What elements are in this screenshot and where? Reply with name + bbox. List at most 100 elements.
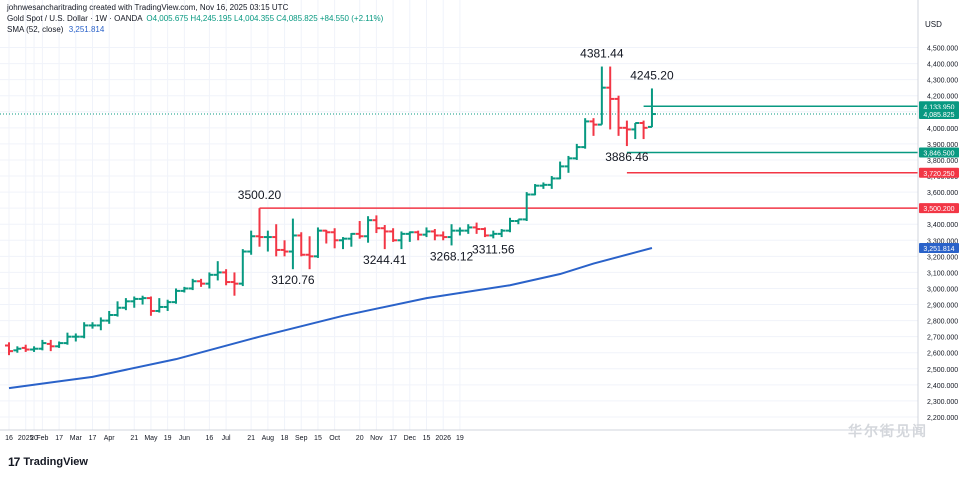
sma-value: 3,251.814: [68, 25, 105, 34]
ohlc-bar: [581, 118, 590, 149]
ohlc-bar: [238, 249, 247, 287]
level-price-tag-bg: [919, 147, 959, 158]
x-tick-label: Feb: [36, 435, 48, 442]
price-tag-bg: [919, 243, 959, 254]
ohlc-bar: [622, 120, 631, 147]
ohlc-bar: [455, 227, 464, 236]
ohlc-bar: [639, 120, 648, 140]
ohlc-bar: [589, 118, 598, 136]
x-tick-label: 17: [89, 435, 97, 442]
x-tick-label: May: [144, 435, 158, 442]
ohlc-bar: [113, 301, 122, 317]
ohlc-bar: [305, 236, 314, 270]
level-price-tag: 4,133.950: [923, 104, 954, 111]
y-tick-label: 2,500.000: [927, 367, 958, 374]
ohlc-bar: [213, 261, 222, 281]
tradingview-logo-icon: 17: [8, 455, 20, 469]
y-tick-label: 3,800.000: [927, 158, 958, 165]
x-tick-label: Aug: [262, 435, 275, 442]
price-axis: 2,200.000 2,300.000 2,400.000 2,500.000 2,60…: [917, 0, 959, 430]
ohlc-bar: [631, 122, 640, 140]
y-tick-label: 2,200.000: [927, 415, 958, 422]
ohlc-bar: [71, 333, 80, 342]
price-tag-bg: [919, 109, 959, 120]
price-annotation: 3500.20: [238, 188, 282, 202]
x-tick-label: 18: [281, 435, 289, 442]
ohlc-bar: [255, 208, 264, 247]
tradingview-brand[interactable]: 17 TradingView: [8, 455, 88, 469]
ohlc-bar: [447, 224, 456, 246]
price-annotation: 4381.44: [580, 47, 624, 61]
x-tick-label: 20: [356, 435, 364, 442]
ohlc-bar: [21, 344, 30, 352]
price-annotation: 3886.46: [605, 150, 649, 164]
ohlc-bar: [539, 182, 548, 189]
indicator-legend[interactable]: SMA (52, close) 3,251.814: [7, 25, 104, 34]
price-annotation: 4245.20: [630, 68, 674, 82]
ohlc-bar: [614, 95, 623, 136]
x-tick-label: 17: [389, 435, 397, 442]
ohlc-bar: [247, 230, 256, 255]
ohlc-bar: [414, 230, 423, 241]
ohlc-bar: [606, 66, 615, 130]
level-price-tag: 3,500.200: [923, 206, 954, 213]
y-tick-label: 3,000.000: [927, 286, 958, 293]
ohlc-bar: [347, 232, 356, 247]
x-tick-label: 2025: [18, 435, 34, 442]
ohlc-bar: [138, 295, 147, 305]
ohlc-bar: [556, 161, 565, 180]
ohlc-bar: [272, 224, 281, 257]
level-price-tag: 3,720.250: [923, 171, 954, 178]
x-tick-label: 15: [423, 435, 431, 442]
ohlc-bar: [121, 298, 130, 311]
ohlc-bar: [489, 230, 498, 239]
ohlc-bar: [38, 339, 47, 351]
symbol-title: Gold Spot / U.S. Dollar · 1W · OANDA: [7, 14, 143, 23]
brand-name: TradingView: [23, 456, 88, 468]
ohlc-bar: [330, 228, 339, 249]
ohlc-bar: [572, 143, 581, 160]
ohlc-bar: [188, 278, 197, 291]
ohlc-bar: [230, 272, 239, 296]
y-tick-label: 2,700.000: [927, 335, 958, 342]
ohlc-bar: [480, 227, 489, 238]
sma-layer: [8, 247, 653, 390]
chart-grid: [0, 0, 918, 430]
y-tick-label: 2,800.000: [927, 319, 958, 326]
ohlc-bar: [522, 192, 531, 222]
ohlc-bar: [647, 88, 656, 128]
ohlc-bar: [497, 229, 506, 238]
ohlc-bar: [155, 298, 164, 313]
ohlc-bar: [5, 342, 13, 356]
ohlc-bar: [130, 296, 139, 308]
x-tick-label: Mar: [70, 435, 83, 442]
x-tick-label: 15: [314, 435, 322, 442]
x-tick-label: 21: [247, 435, 255, 442]
annotations: 4381.44 4245.20 3886.46 3500.20 3120.76 3244.…: [238, 47, 674, 288]
level-price-tag-bg: [919, 203, 959, 214]
ohlc-bar: [405, 231, 414, 242]
x-tick-label: Apr: [104, 435, 116, 442]
x-tick-label: Jul: [222, 435, 231, 442]
ohlc-bar: [263, 230, 272, 252]
ohlc-bar: [422, 227, 431, 238]
chart-attribution: johnwesancharitrading created with Tradi…: [7, 3, 289, 12]
ohlc-bar: [439, 231, 448, 241]
y-tick-label: 2,900.000: [927, 303, 958, 310]
ohlc-bar: [105, 310, 114, 324]
ohlc-bar: [280, 240, 289, 257]
ohlc-bar: [389, 228, 398, 242]
ohlc-bar: [13, 346, 22, 353]
ohlc-bar: [80, 322, 89, 339]
ohlc-bar: [180, 286, 189, 293]
ohlc-bar: [380, 225, 389, 250]
x-tick-label: Jun: [179, 435, 190, 442]
ohlc-bar: [397, 231, 406, 250]
currency-label[interactable]: USD: [925, 20, 942, 29]
sma-label: SMA (52, close): [7, 25, 64, 34]
x-tick-label: Oct: [329, 435, 340, 442]
x-tick-label: Sep: [295, 435, 308, 442]
ohlc-bar: [222, 269, 231, 286]
ohlc-bar: [322, 229, 331, 244]
